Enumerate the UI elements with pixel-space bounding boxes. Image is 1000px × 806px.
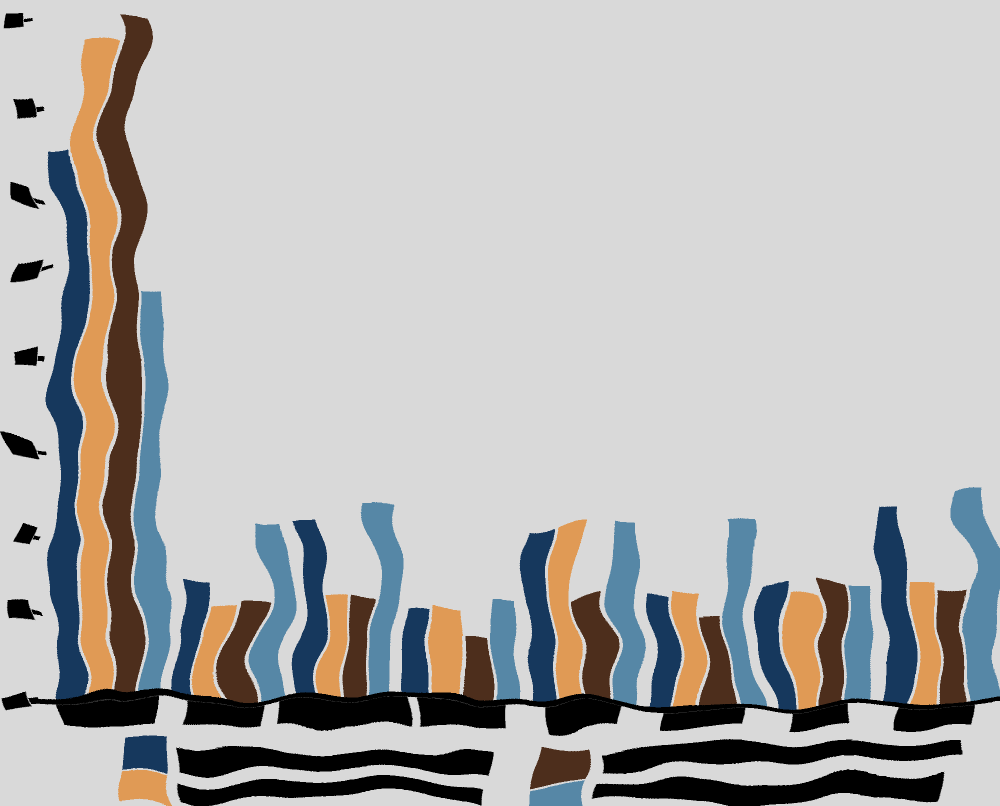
y-tick-label-6: ██ bbox=[12, 180, 35, 198]
bar-group8-series1 bbox=[884, 500, 908, 700]
bar-group5-series3 bbox=[584, 602, 608, 700]
bar-group1-series1 bbox=[58, 147, 82, 700]
bar-group5-series2 bbox=[557, 521, 581, 700]
x-tick-label-3: ██████ bbox=[424, 706, 502, 727]
y-tick-label-7: ██ bbox=[12, 95, 35, 113]
bar-group3-series2 bbox=[321, 593, 345, 700]
legend-label-series3: ████████████████████████████████ bbox=[596, 745, 959, 764]
bar-group4-series1 bbox=[412, 606, 436, 700]
y-tick-mark-4 bbox=[36, 358, 44, 362]
legend-swatch-series4 bbox=[534, 772, 586, 804]
y-tick-mark-2 bbox=[36, 528, 44, 532]
bar-group5-series1 bbox=[530, 521, 554, 700]
x-tick-label-0: ████████ bbox=[57, 706, 162, 727]
bar-group6-series4 bbox=[729, 521, 753, 700]
y-tick-mark-1 bbox=[36, 613, 44, 617]
y-tick-label-4: ██ bbox=[12, 350, 35, 368]
bar-group8-series4 bbox=[965, 504, 989, 700]
y-tick-mark-3 bbox=[36, 443, 44, 447]
bar-group8-series3 bbox=[938, 593, 962, 700]
bar-group6-series2 bbox=[675, 593, 699, 700]
legend-swatch-series1 bbox=[128, 738, 180, 770]
bar-group2-series3 bbox=[230, 606, 254, 700]
legend-swatch-series3 bbox=[534, 738, 586, 770]
y-tick-label-1: ██ bbox=[12, 605, 35, 623]
bar-group1-series3 bbox=[112, 20, 136, 700]
y-tick-label-2: ██ bbox=[12, 520, 35, 538]
legend-label-series1: ██████████████████████████ bbox=[190, 745, 485, 764]
bar-group7-series2 bbox=[793, 602, 817, 700]
bar-group2-series1 bbox=[176, 589, 200, 700]
y-tick-mark-0 bbox=[36, 698, 44, 702]
bar-group3-series1 bbox=[294, 513, 318, 700]
bar-group6-series1 bbox=[648, 602, 672, 700]
x-tick-label-2: ███████████ bbox=[274, 706, 416, 727]
bar-group4-series3 bbox=[466, 636, 490, 700]
bar-group7-series4 bbox=[847, 585, 871, 700]
y-tick-mark-7 bbox=[36, 103, 44, 107]
bar-group4-series2 bbox=[439, 602, 463, 700]
bar-group2-series2 bbox=[203, 610, 227, 700]
x-tick-label-7: █████ bbox=[902, 706, 968, 727]
bar-group6-series3 bbox=[702, 615, 726, 700]
x-tick-label-4: ██████ bbox=[542, 706, 620, 727]
bar-group3-series3 bbox=[348, 593, 372, 700]
bar-group8-series2 bbox=[911, 585, 935, 700]
bar-group2-series4 bbox=[257, 513, 281, 700]
legend-label-series2: ██████████████████████████ bbox=[190, 779, 485, 798]
y-tick-label-8: ██ bbox=[12, 10, 35, 28]
bar-group1-series2 bbox=[85, 45, 109, 700]
x-axis-line bbox=[36, 700, 994, 705]
x-tick-label-6: █████ bbox=[784, 706, 850, 727]
y-tick-label-0: ██ bbox=[12, 690, 35, 708]
y-tick-label-3: ██ bbox=[12, 435, 35, 453]
y-tick-mark-8 bbox=[36, 18, 44, 22]
x-tick-label-5: █████ bbox=[666, 706, 732, 727]
bar-group7-series3 bbox=[820, 585, 844, 700]
y-tick-mark-6 bbox=[36, 188, 44, 192]
y-tick-label-5: ██ bbox=[12, 265, 35, 283]
x-tick-label-1: █████ bbox=[194, 706, 260, 727]
bar-group3-series4 bbox=[375, 513, 399, 700]
bar-group5-series4 bbox=[611, 517, 635, 700]
bar-group4-series4 bbox=[493, 589, 517, 700]
bar-group1-series4 bbox=[139, 292, 163, 700]
y-tick-mark-5 bbox=[36, 273, 44, 277]
legend-label-series4: ██████████████████████████████ bbox=[596, 779, 936, 798]
legend-swatch-series2 bbox=[128, 772, 180, 804]
bar-group7-series1 bbox=[766, 589, 790, 700]
